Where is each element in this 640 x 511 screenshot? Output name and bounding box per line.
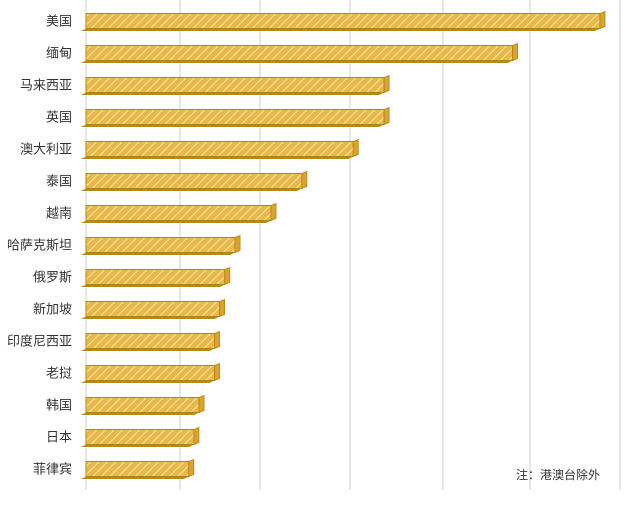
bar-shadow-英国	[81, 124, 385, 127]
category-label-马来西亚: 马来西亚	[20, 79, 72, 94]
bar-英国	[81, 106, 390, 127]
bar-新加坡	[81, 298, 226, 319]
bar-马来西亚	[81, 74, 390, 95]
bar-美国	[81, 10, 606, 31]
bar-cap-泰国	[301, 170, 308, 190]
category-label-英国: 英国	[46, 111, 72, 126]
bar-cap-日本	[193, 426, 200, 446]
bar-泰国	[81, 170, 308, 191]
bar-cap-越南	[270, 202, 277, 222]
bar-cap-老挝	[214, 362, 220, 382]
bar-shadow-日本	[81, 444, 194, 447]
bar-印度尼西亚	[81, 330, 220, 351]
bar-face-泰国	[85, 173, 303, 189]
bar-cap-印度尼西亚	[214, 330, 220, 350]
category-label-印度尼西亚: 印度尼西亚	[7, 334, 72, 350]
category-label-老挝: 老挝	[46, 367, 72, 382]
bar-cap-俄罗斯	[224, 266, 231, 286]
bar-shadow-泰国	[81, 188, 302, 191]
bar-哈萨克斯坦	[81, 234, 241, 255]
bar-shadow-美国	[81, 28, 600, 31]
bar-cap-菲律宾	[188, 458, 195, 478]
bar-cap-英国	[383, 106, 390, 126]
bar-cap-澳大利亚	[352, 138, 359, 158]
bar-cap-韩国	[198, 394, 205, 414]
category-label-缅甸: 缅甸	[46, 47, 72, 62]
bar-face-菲律宾	[85, 461, 190, 477]
bar-shadow-澳大利亚	[81, 156, 354, 159]
bar-face-缅甸	[85, 45, 514, 61]
bar-澳大利亚	[81, 138, 359, 159]
category-label-日本: 日本	[46, 431, 72, 446]
bar-shadow-越南	[81, 220, 272, 223]
bars	[81, 10, 606, 479]
bar-face-越南	[85, 205, 272, 221]
bar-face-韩国	[85, 397, 200, 413]
category-label-泰国: 泰国	[46, 175, 72, 190]
bar-shadow-韩国	[81, 412, 200, 415]
chart-note: 注：港澳台除外	[516, 467, 600, 482]
bar-cap-马来西亚	[383, 74, 390, 94]
bar-越南	[81, 202, 277, 223]
bar-韩国	[81, 394, 205, 415]
bar-face-马来西亚	[85, 77, 385, 93]
bar-cap-缅甸	[512, 42, 519, 62]
bar-cap-新加坡	[219, 298, 226, 318]
category-label-美国: 美国	[46, 15, 72, 30]
category-label-菲律宾: 菲律宾	[33, 462, 72, 478]
bar-老挝	[81, 362, 220, 383]
bar-face-新加坡	[85, 301, 221, 317]
bar-face-印度尼西亚	[85, 333, 215, 349]
bar-shadow-马来西亚	[81, 92, 385, 95]
bar-菲律宾	[81, 458, 195, 479]
bar-cap-哈萨克斯坦	[234, 234, 241, 254]
category-label-哈萨克斯坦: 哈萨克斯坦	[7, 239, 72, 254]
bar-shadow-印度尼西亚	[81, 348, 215, 351]
category-labels: 美国缅甸马来西亚英国澳大利亚泰国越南哈萨克斯坦俄罗斯新加坡印度尼西亚老挝韩国日本…	[7, 15, 72, 478]
bar-face-老挝	[85, 365, 215, 381]
bar-缅甸	[81, 42, 519, 63]
bar-cap-美国	[599, 10, 606, 30]
bar-face-哈萨克斯坦	[85, 237, 236, 253]
category-label-澳大利亚: 澳大利亚	[20, 142, 72, 158]
category-label-韩国: 韩国	[46, 399, 72, 414]
bar-shadow-哈萨克斯坦	[81, 252, 236, 255]
bar-日本	[81, 426, 200, 447]
bar-face-英国	[85, 109, 385, 125]
category-label-越南: 越南	[46, 206, 72, 222]
bar-face-美国	[85, 13, 601, 29]
category-label-俄罗斯: 俄罗斯	[33, 271, 72, 286]
bar-俄罗斯	[81, 266, 231, 287]
bar-face-日本	[85, 429, 195, 445]
bar-shadow-新加坡	[81, 316, 220, 319]
bar-shadow-俄罗斯	[81, 284, 225, 287]
bar-shadow-菲律宾	[81, 476, 189, 479]
bar-shadow-缅甸	[81, 60, 513, 63]
category-label-新加坡: 新加坡	[33, 302, 72, 318]
bar-face-澳大利亚	[85, 141, 354, 157]
bar-face-俄罗斯	[85, 269, 226, 285]
bar-shadow-老挝	[81, 380, 215, 383]
